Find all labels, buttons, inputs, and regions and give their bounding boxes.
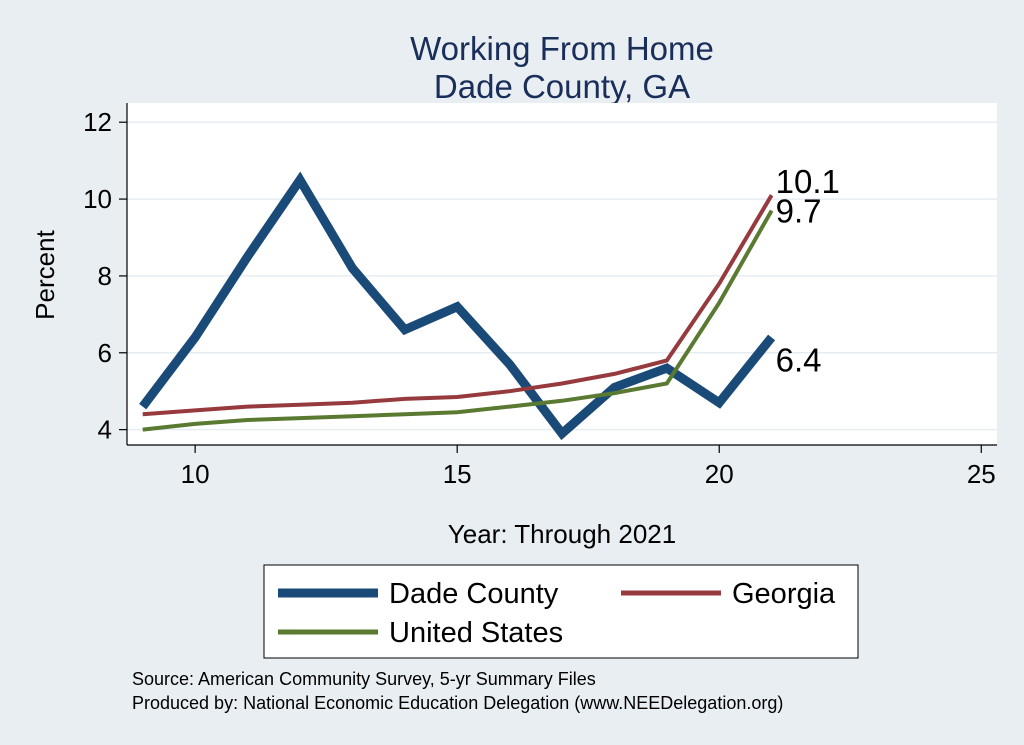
legend-label-georgia: Georgia — [732, 578, 836, 610]
y-tick-label-6: 6 — [98, 338, 112, 368]
x-tick-label-10: 10 — [181, 459, 210, 489]
legend-box — [263, 564, 859, 659]
chart-title-line-2: Dade County, GA — [434, 68, 690, 105]
end-label-united-states: 9.7 — [776, 193, 822, 230]
series-lines — [139, 171, 776, 441]
legend-label-united-states: United States — [389, 617, 563, 649]
series-line-united-states — [142, 209, 774, 432]
y-tick-label-10: 10 — [83, 184, 112, 214]
source-note: Source: American Community Survey, 5-yr … — [132, 669, 596, 689]
y-tick-label-4: 4 — [98, 415, 112, 445]
end-label-dade-county: 6.4 — [776, 341, 822, 378]
y-axis-label: Percent — [30, 229, 60, 319]
x-tick-label-20: 20 — [705, 459, 734, 489]
legend: Dade County Georgia United States — [263, 564, 859, 659]
x-tick-label-15: 15 — [443, 459, 472, 489]
x-axis-label: Year: Through 2021 — [448, 519, 676, 549]
y-axis-ticks: 4 6 8 10 12 — [83, 107, 127, 445]
gridlines — [127, 121, 997, 431]
end-labels: 6.4 10.19.7 — [776, 163, 840, 378]
chart-title-line-1: Working From Home — [410, 30, 714, 67]
producer-note: Produced by: National Economic Education… — [132, 693, 783, 713]
legend-label-dade-county: Dade County — [389, 578, 559, 610]
x-axis-ticks: 10 15 20 25 — [181, 445, 996, 489]
y-tick-label-8: 8 — [98, 261, 112, 291]
y-tick-label-12: 12 — [83, 107, 112, 137]
x-tick-label-25: 25 — [967, 459, 996, 489]
series-line-dade-county — [139, 171, 776, 441]
series-line-georgia — [142, 194, 774, 417]
end-label-georgia: 10.1 — [776, 163, 840, 200]
plot-area — [127, 103, 997, 445]
